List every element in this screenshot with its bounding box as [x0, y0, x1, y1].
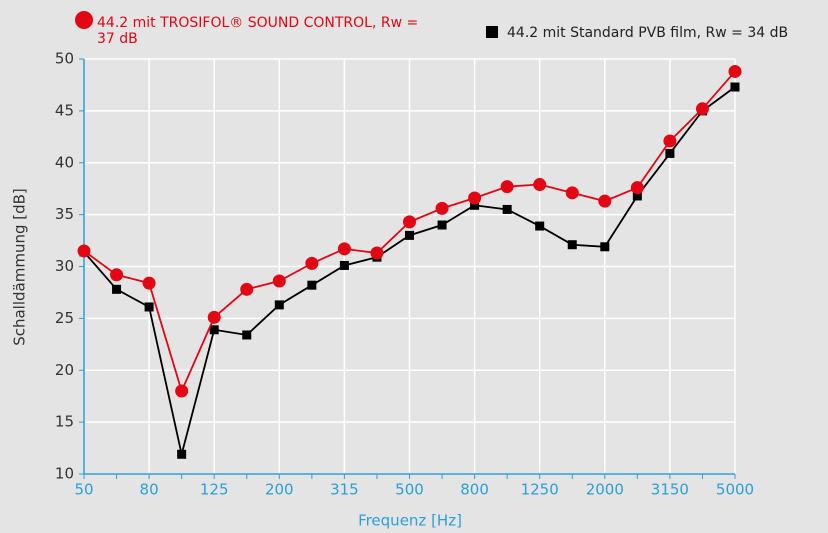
point [695, 102, 709, 116]
x-tick-label: 80 [140, 481, 159, 499]
x-axis-label: Frequenz [Hz] [358, 512, 462, 530]
x-tick-label: 1250 [521, 481, 559, 499]
x-tick-label: 315 [330, 481, 359, 499]
point [728, 64, 742, 78]
point [437, 220, 447, 230]
point [403, 215, 416, 229]
point [665, 148, 675, 158]
point [632, 191, 642, 201]
x-tick-label: 50 [74, 481, 93, 499]
point [598, 194, 612, 208]
point [209, 325, 219, 335]
y-tick-label: 30 [55, 257, 74, 275]
legend-label: 44.2 mit Standard PVB film, Rw = 34 dB [507, 25, 789, 41]
point [600, 242, 610, 252]
y-tick-label: 40 [55, 153, 74, 171]
point [535, 221, 545, 231]
point [175, 384, 189, 398]
point [470, 200, 480, 210]
point [730, 82, 740, 92]
point [240, 282, 254, 296]
point [468, 191, 482, 205]
point [307, 280, 317, 290]
point [112, 284, 122, 294]
x-tick-label: 500 [395, 481, 424, 499]
x-tick-label: 3150 [651, 481, 689, 499]
legend-swatch [486, 26, 498, 38]
point [110, 268, 124, 282]
point [500, 180, 514, 194]
point [663, 134, 677, 148]
y-tick-label: 15 [55, 413, 74, 431]
y-tick-label: 20 [55, 361, 74, 379]
legend-swatch [75, 11, 93, 29]
point [533, 178, 547, 192]
point [274, 300, 284, 310]
x-tick-label: 5000 [716, 481, 754, 499]
point [242, 330, 252, 340]
point [142, 276, 156, 290]
y-tick-label: 25 [55, 309, 74, 327]
y-tick-label: 45 [55, 101, 74, 119]
point [177, 449, 187, 459]
point [435, 201, 449, 215]
point [272, 274, 286, 288]
legend-label: 44.2 mit TROSIFOL® SOUND CONTROL, Rw = 3… [97, 15, 419, 47]
point [305, 256, 319, 270]
y-tick-label: 35 [55, 205, 74, 223]
point [77, 244, 91, 258]
x-tick-label: 800 [460, 481, 489, 499]
point [207, 310, 221, 324]
point [370, 246, 384, 260]
point [405, 230, 414, 240]
point [337, 242, 351, 256]
y-tick-label: 50 [55, 50, 74, 68]
y-tick-label: 10 [55, 465, 74, 483]
y-axis-label: Schalldämmung [dB] [11, 188, 29, 346]
x-tick-label: 2000 [586, 481, 624, 499]
point [144, 302, 154, 312]
x-tick-label: 200 [265, 481, 294, 499]
point [339, 260, 349, 270]
point [502, 204, 512, 214]
point [630, 181, 644, 195]
point [565, 186, 579, 200]
point [567, 240, 577, 250]
x-tick-label: 125 [200, 481, 229, 499]
